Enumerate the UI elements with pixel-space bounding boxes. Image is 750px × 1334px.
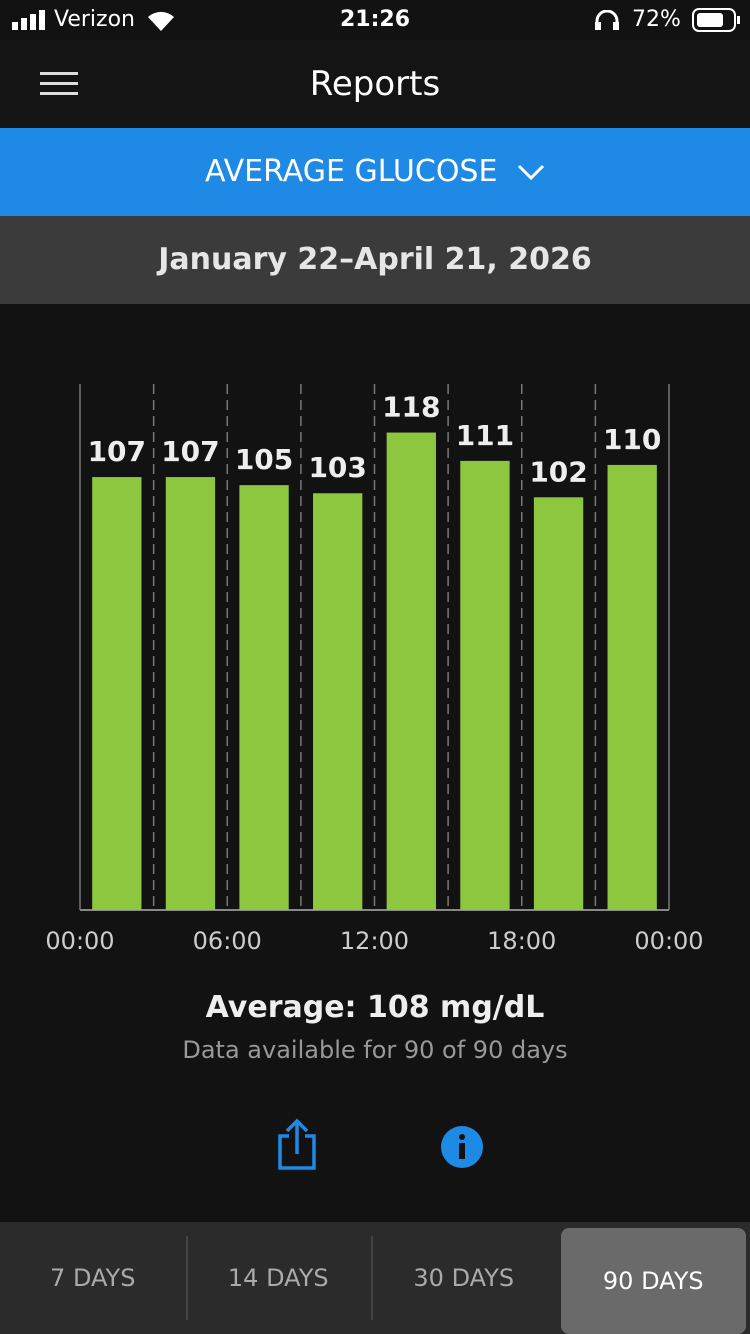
x-tick-label: 00:00 — [634, 927, 703, 955]
date-range: January 22–April 21, 2026 — [0, 216, 750, 304]
value-label: 107 — [88, 435, 146, 468]
x-tick-label: 06:00 — [193, 927, 262, 955]
bar — [607, 464, 657, 910]
nav-bar: Reports — [0, 40, 750, 128]
value-label: 111 — [456, 419, 514, 452]
page-title: Reports — [309, 64, 441, 104]
x-tick-label: 12:00 — [340, 927, 409, 955]
report-selector[interactable]: AVERAGE GLUCOSE — [0, 128, 750, 216]
x-tick-label: 18:00 — [487, 927, 556, 955]
range-tab[interactable]: 90 DAYS — [560, 1228, 746, 1334]
battery-icon — [692, 8, 740, 32]
bar — [533, 497, 584, 910]
bar — [386, 432, 436, 910]
chevron-down — [517, 164, 545, 181]
bar — [92, 477, 142, 910]
availability: Data available for 90 of 90 days — [182, 1036, 568, 1064]
headphones-icon — [595, 10, 619, 30]
share-button[interactable] — [276, 1118, 318, 1172]
menu-button[interactable] — [40, 70, 80, 98]
signal-icon — [12, 10, 45, 30]
bar — [165, 477, 216, 910]
range-tab[interactable]: 7 DAYS — [50, 1264, 136, 1292]
average: Average: 108 mg/dL — [205, 990, 545, 1025]
range-tab[interactable]: 30 DAYS — [371, 1222, 557, 1334]
report-label: AVERAGE GLUCOSE — [205, 154, 498, 189]
range-tabs: 7 DAYS 14 DAYS 30 DAYS 90 DAYS — [0, 1222, 750, 1334]
carrier: Verizon — [54, 7, 135, 32]
value-label: 110 — [603, 423, 661, 456]
clock: 21:26 — [339, 7, 411, 32]
value-label: 102 — [529, 455, 587, 488]
value-label: 107 — [161, 435, 219, 468]
bar — [313, 493, 363, 910]
value-label: 103 — [308, 451, 366, 484]
value-label: 105 — [235, 443, 293, 476]
bar — [239, 485, 289, 910]
wifi-icon — [148, 11, 174, 31]
battery-percent: 72% — [632, 7, 681, 32]
status-bar: Verizon 21:26 72% — [0, 0, 750, 40]
range-tab[interactable]: 14 DAYS — [185, 1222, 372, 1334]
x-tick-label: 00:00 — [45, 927, 114, 955]
value-label: 118 — [382, 391, 440, 424]
chart: 00:00 06:00 12:00 18:00 00:00 107 107 105 103 118… — [45, 384, 704, 955]
info-button[interactable] — [440, 1125, 484, 1169]
bar — [460, 460, 510, 910]
